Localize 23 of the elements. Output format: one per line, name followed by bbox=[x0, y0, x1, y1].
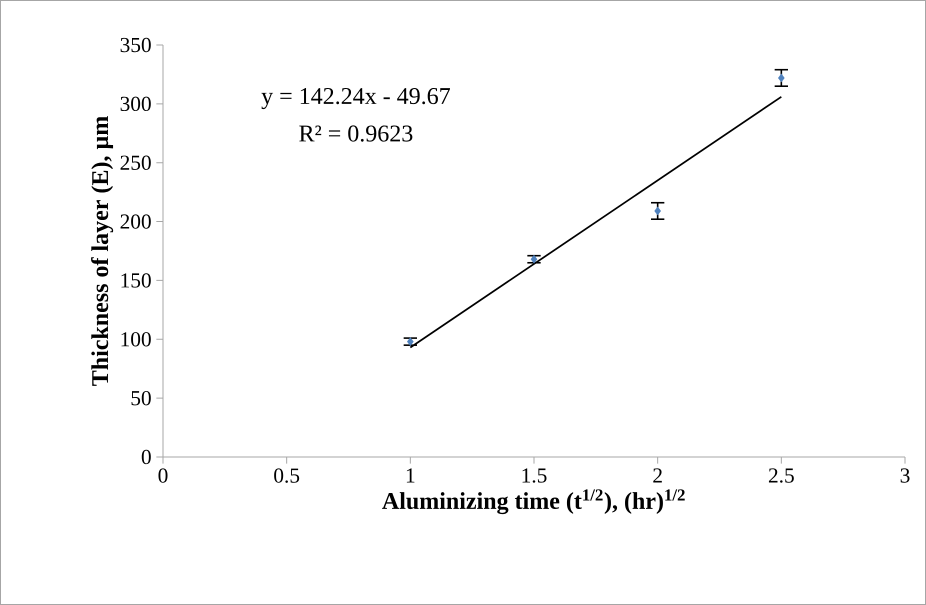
x-tick-label: 0 bbox=[158, 468, 168, 483]
point bbox=[530, 254, 538, 264]
y-tick-label: 100 bbox=[122, 332, 151, 346]
x-tick-label: 2 bbox=[653, 468, 662, 482]
point bbox=[778, 74, 785, 82]
x-axis-title: Aluminizing time (t$^{1/2}$), (hr)$^{1/2}$ bbox=[382, 489, 685, 514]
y-tick-label: 200 bbox=[120, 214, 151, 229]
y-axis-title: Thickness of layer (E), µm bbox=[91, 116, 114, 386]
annotation: y = 142.24x - 49.67 bbox=[261, 88, 450, 110]
x-tick-label: 3 bbox=[900, 468, 910, 483]
y-tick-label: 250 bbox=[120, 156, 151, 170]
x-tick-label: 1 bbox=[406, 468, 414, 482]
annotation: R² = 0.9623 bbox=[299, 125, 412, 142]
point bbox=[654, 206, 661, 216]
x-tick-label: 2.5 bbox=[768, 468, 794, 483]
y-tick-label: 50 bbox=[132, 390, 151, 406]
y-tick-label: 350 bbox=[120, 38, 151, 52]
y-tick-label: 300 bbox=[120, 96, 151, 112]
y-tick-label: 0 bbox=[142, 450, 151, 464]
point bbox=[407, 337, 414, 346]
x-tick-label: 1.5 bbox=[522, 468, 546, 483]
y-tick-label: 150 bbox=[122, 273, 151, 288]
x-tick-label: 0.5 bbox=[274, 468, 300, 483]
